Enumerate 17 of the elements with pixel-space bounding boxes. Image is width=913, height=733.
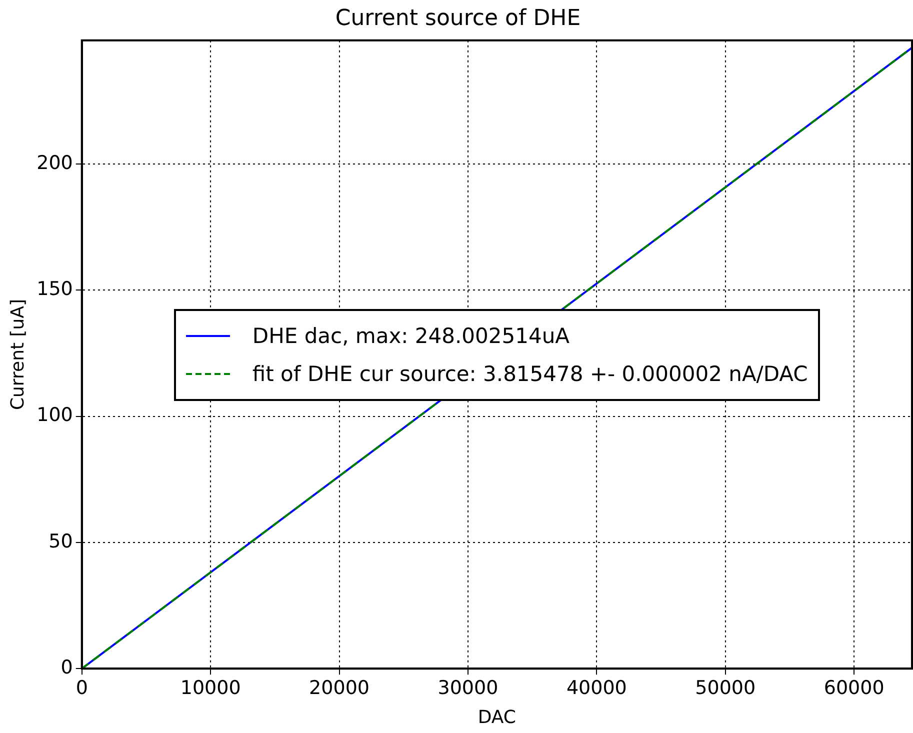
x-tick-label: 30000 — [438, 676, 498, 699]
x-tick-label: 20000 — [309, 676, 370, 699]
x-tick-label: 60000 — [824, 676, 884, 699]
legend-label: fit of DHE cur source: 3.815478 +- 0.000002 nA/DAC — [252, 362, 808, 386]
y-tick-label: 50 — [48, 530, 73, 552]
x-axis-title: DAC — [478, 706, 516, 728]
x-tick-label: 40000 — [566, 676, 627, 699]
x-tick-label: 50000 — [695, 676, 756, 699]
y-tick-label: 0 — [60, 656, 73, 679]
legend-label: DHE dac, max: 248.002514uA — [252, 324, 570, 348]
y-tick-label: 100 — [36, 404, 73, 426]
x-tick-label: 0 — [76, 676, 88, 699]
chart-title: Current source of DHE — [335, 6, 581, 31]
y-axis-title: Current [uA] — [7, 298, 28, 410]
x-tick-label: 10000 — [180, 676, 241, 699]
y-tick-label: 200 — [36, 152, 73, 174]
y-tick-label: 150 — [36, 278, 73, 300]
